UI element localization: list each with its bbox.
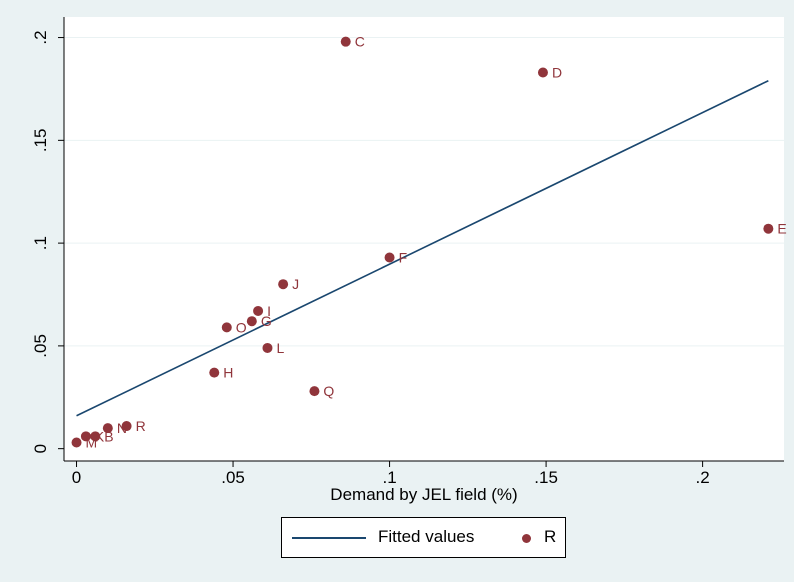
point-label: D [552,65,562,81]
data-point [763,223,774,234]
point-label: Q [323,383,334,399]
legend-r-label: R [544,527,557,546]
data-point [102,423,113,434]
y-tick-label: .2 [31,30,50,44]
fitted-values-line [76,80,769,417]
legend: Fitted values R [281,517,566,558]
y-tick-label: .05 [31,334,50,358]
data-point [80,431,91,442]
point-label: F [399,250,408,266]
y-tick-label: 0 [31,444,50,453]
data-point [71,437,82,448]
point-label: R [136,418,146,434]
fitted-values-series [76,80,769,417]
x-axis-title: Demand by JEL field (%) [330,485,517,504]
point-label: E [777,221,786,237]
point-label: J [292,276,299,292]
data-point [221,322,232,333]
plot-area [64,17,784,461]
data-point [262,342,273,353]
data-point [384,252,395,263]
data-point [253,305,264,316]
x-tick-label: .15 [534,468,558,487]
point-label: M [86,435,98,451]
y-axis-ticks: 0 .05 .1 .15 .2 [31,30,64,453]
grid-lines [64,37,784,347]
data-point [90,431,101,442]
point-label: H [223,365,233,381]
y-tick-label: .15 [31,129,50,153]
x-tick-label: .1 [382,468,396,487]
x-axis-ticks: 0 .05 .1 .15 .2 [72,461,710,487]
data-point [209,367,220,378]
point-label: O [236,319,247,335]
legend-marker-icon [522,534,531,543]
point-label: N [117,420,127,436]
point-label: K [95,428,105,444]
point-label: C [355,34,365,50]
legend-fit-line-icon [292,537,366,539]
y-tick-label: .1 [31,236,50,250]
data-point [278,279,289,290]
data-point [309,386,320,397]
point-label: I [267,303,271,319]
x-tick-label: 0 [72,468,81,487]
point-label: B [104,428,113,444]
point-label: G [261,313,272,329]
data-point [340,36,351,47]
data-point [537,67,548,78]
data-point [246,316,257,327]
data-point [121,421,132,432]
point-label: L [276,340,284,356]
x-tick-label: .2 [696,468,710,487]
legend-fitted-values-label: Fitted values [378,527,475,546]
x-tick-label: .05 [221,468,245,487]
